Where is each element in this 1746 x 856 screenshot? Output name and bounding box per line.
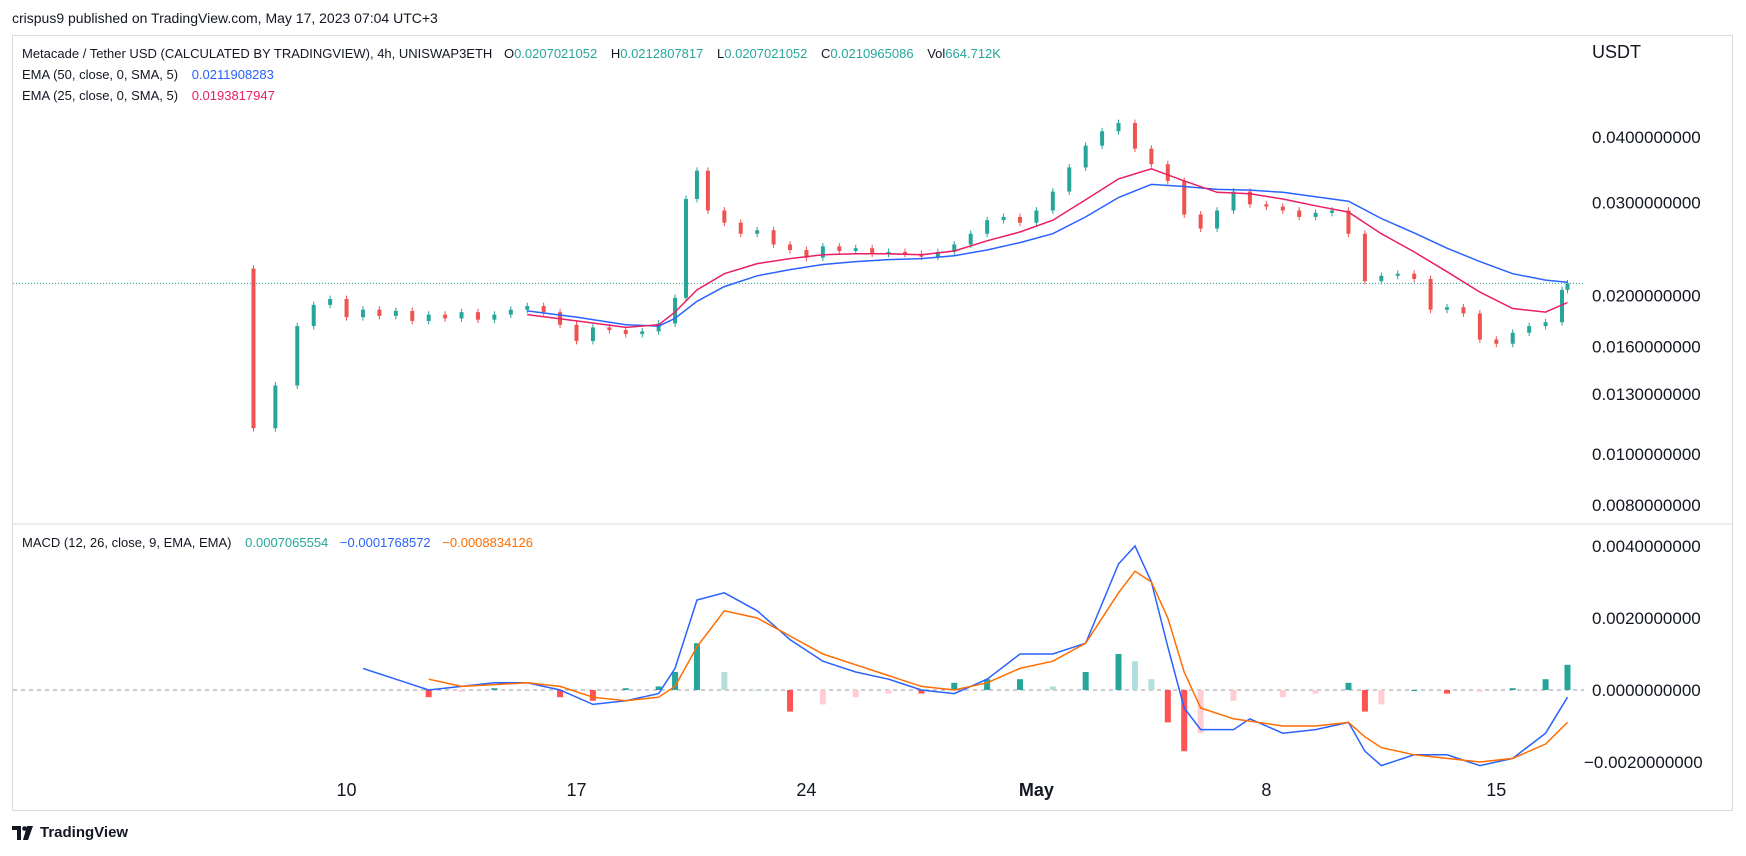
ema50-label: EMA (50, close, 0, SMA, 5) bbox=[22, 67, 179, 82]
macd-label: MACD (12, 26, close, 9, EMA, EMA) bbox=[22, 535, 232, 550]
macd-line-value: −0.0001768572 bbox=[339, 535, 431, 550]
ohlc-high: 0.0212807817 bbox=[620, 46, 704, 61]
ema25-label: EMA (25, close, 0, SMA, 5) bbox=[22, 88, 179, 103]
brand-label: TradingView bbox=[40, 824, 129, 841]
chart-frame bbox=[12, 35, 1733, 811]
ohlc-close-label: C bbox=[821, 46, 831, 61]
volume-label: Vol bbox=[927, 46, 946, 61]
tradingview-logo-icon bbox=[12, 825, 33, 840]
macd-signal-value: −0.0008834126 bbox=[442, 535, 534, 550]
tradingview-logo[interactable]: TradingView bbox=[12, 824, 128, 841]
publisher-caption: crispus9 published on TradingView.com, M… bbox=[12, 10, 438, 26]
ohlc-open-label: O bbox=[503, 46, 515, 61]
ohlc-open: 0.0207021052 bbox=[514, 46, 598, 61]
ohlc-high-label: H bbox=[610, 46, 621, 61]
ema25-value: 0.0193817947 bbox=[191, 88, 275, 103]
macd-hist-value: 0.0007065554 bbox=[245, 535, 329, 550]
ohlc-low: 0.0207021052 bbox=[724, 46, 808, 61]
ema50-legend: EMA (50, close, 0, SMA, 5) 0.0211908283 bbox=[22, 67, 278, 82]
symbol-legend: Metacade / Tether USD (CALCULATED BY TRA… bbox=[22, 46, 1009, 61]
ema25-legend: EMA (25, close, 0, SMA, 5) 0.0193817947 bbox=[22, 88, 279, 103]
volume-value: 664.712K bbox=[945, 46, 1001, 61]
symbol-title: Metacade / Tether USD (CALCULATED BY TRA… bbox=[22, 46, 493, 61]
ohlc-close: 0.0210965086 bbox=[830, 46, 914, 61]
ohlc-low-label: L bbox=[717, 46, 725, 61]
ema50-value: 0.0211908283 bbox=[191, 67, 274, 82]
macd-legend: MACD (12, 26, close, 9, EMA, EMA) 0.0007… bbox=[22, 535, 537, 550]
